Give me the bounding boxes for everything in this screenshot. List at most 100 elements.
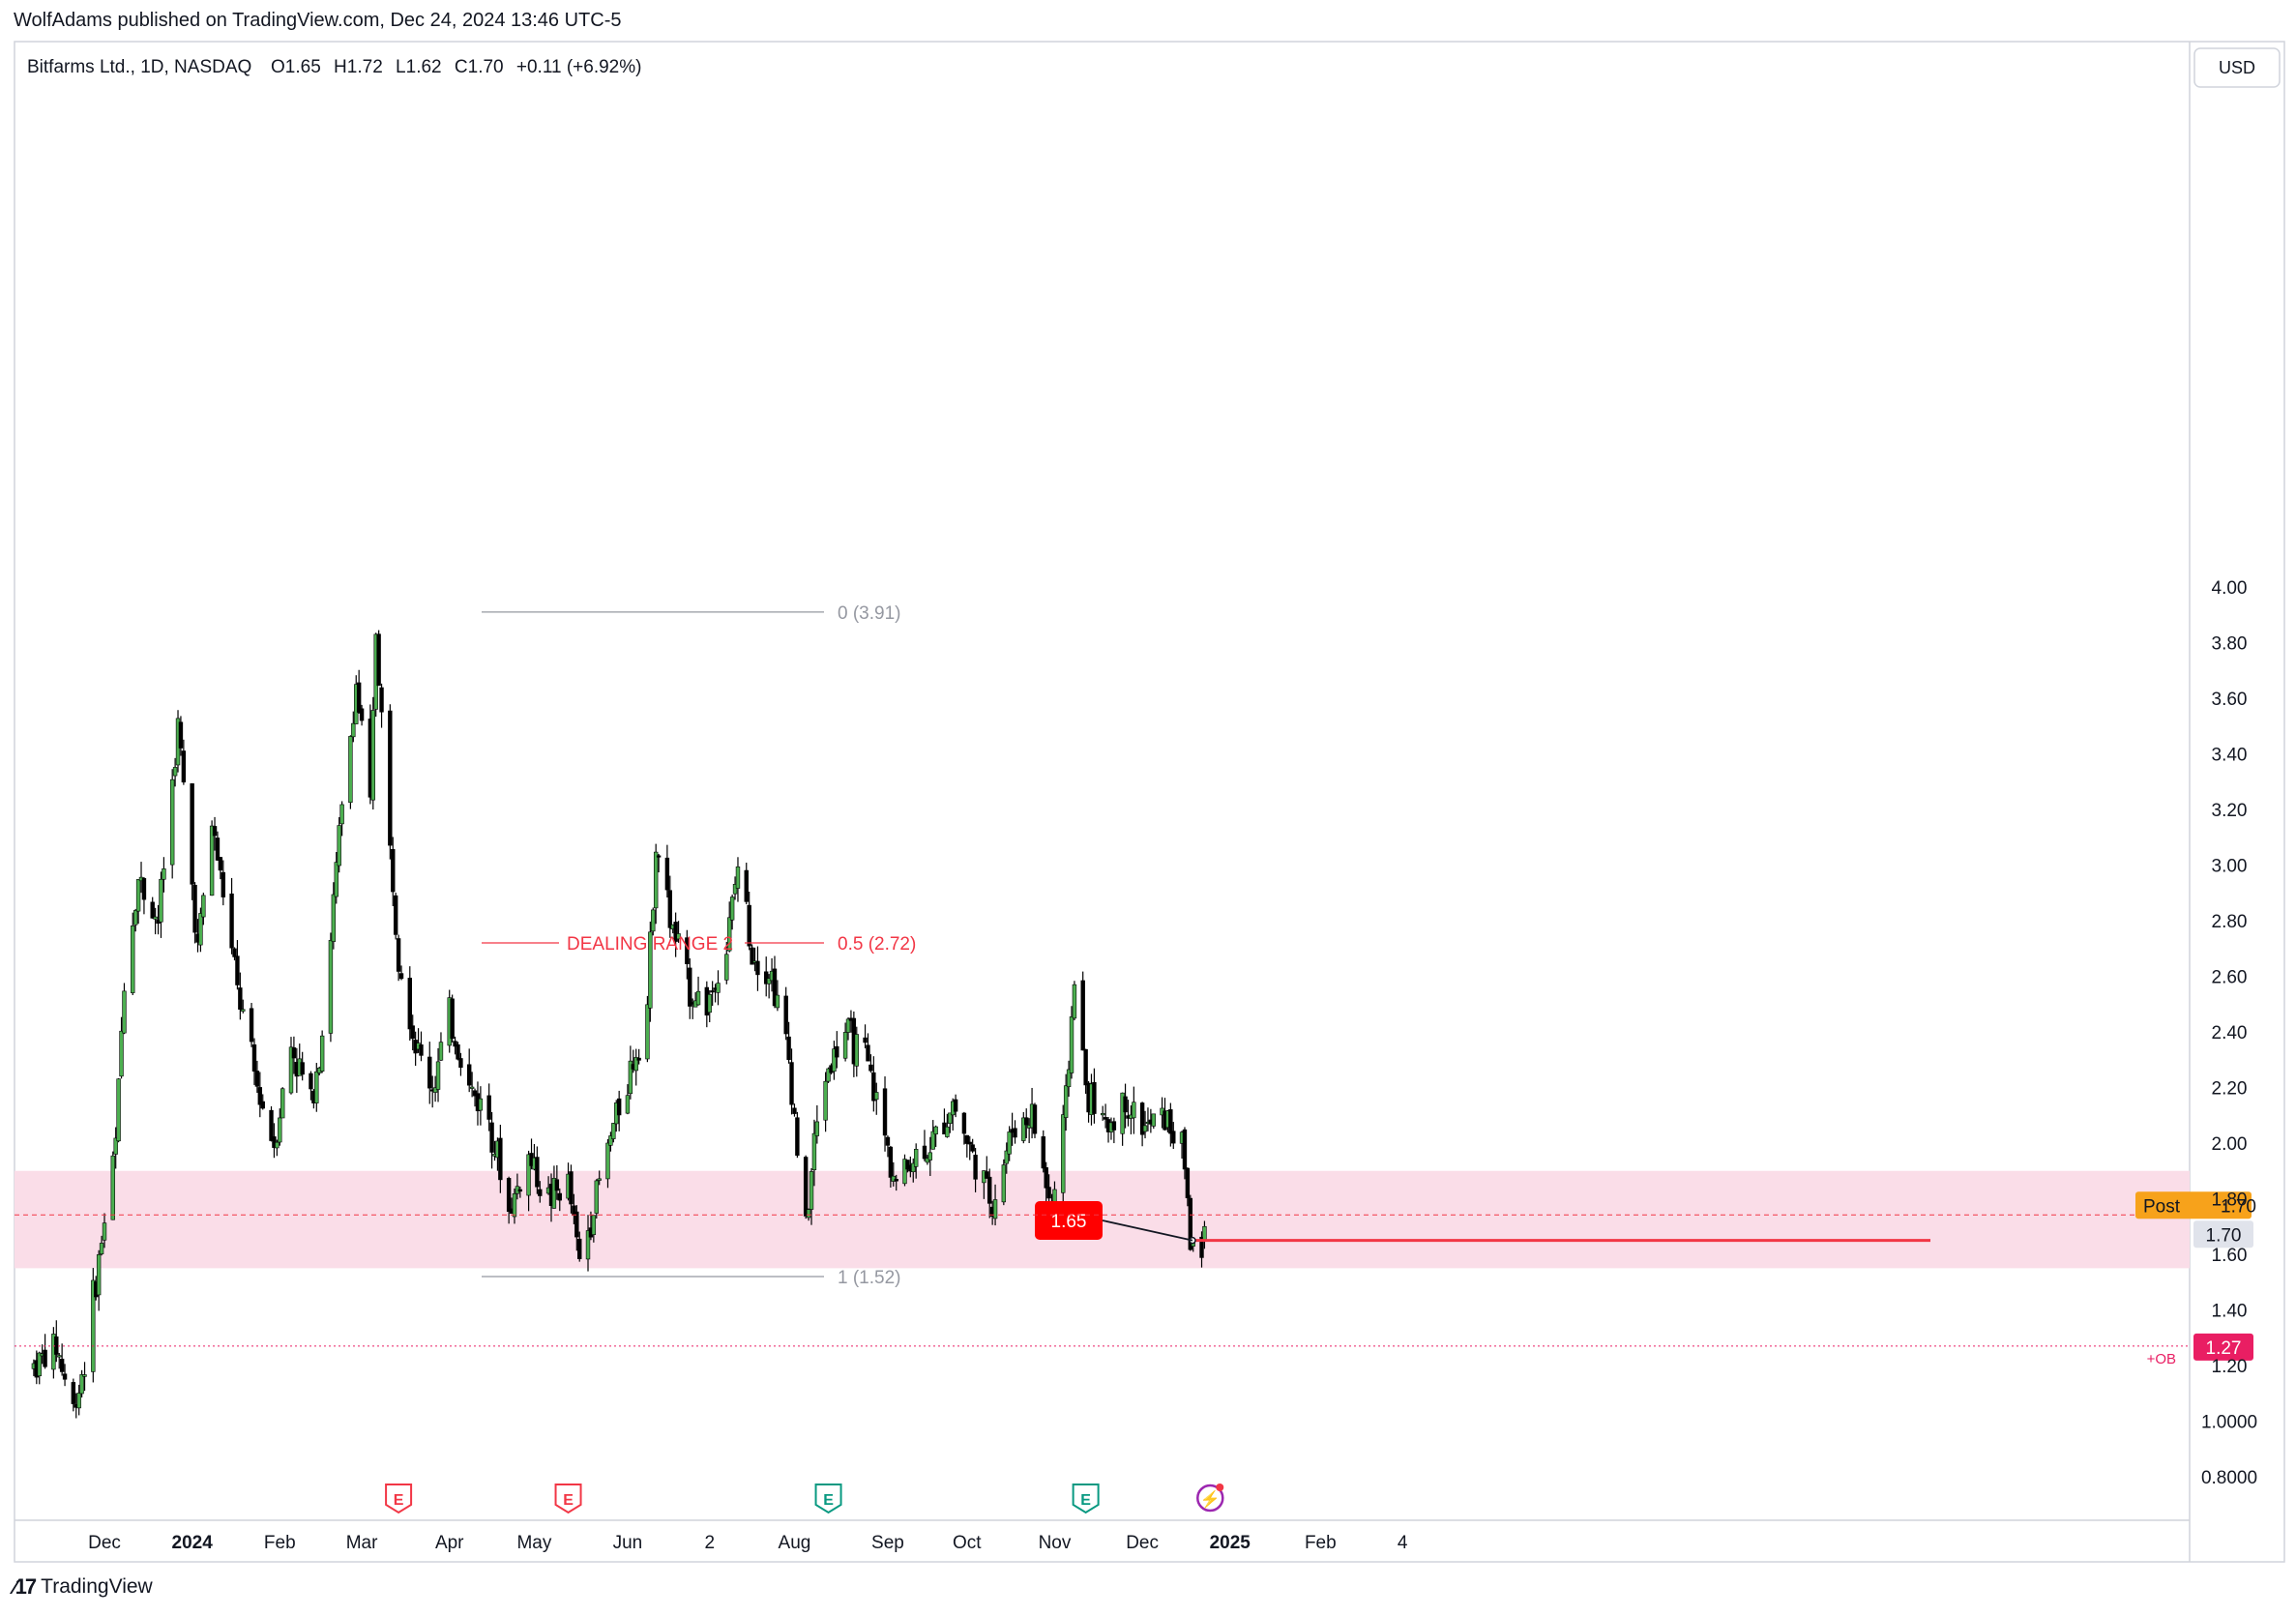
candle-body: [1100, 1113, 1105, 1116]
candle-body: [922, 1145, 927, 1160]
candle-body: [291, 1047, 297, 1059]
candle-body: [557, 1192, 562, 1201]
candle-body: [328, 940, 334, 1034]
candle-body: [218, 857, 223, 871]
post-market-label: Post: [2143, 1196, 2181, 1217]
candle-body: [664, 857, 670, 891]
price-tick-label: 1.40: [2212, 1302, 2248, 1322]
candle-body: [591, 1215, 597, 1235]
candle-body: [845, 1018, 851, 1033]
candle-body: [577, 1238, 582, 1259]
candle-body: [1168, 1109, 1173, 1134]
candle-body: [905, 1160, 910, 1170]
candle-body: [835, 1045, 839, 1058]
candle-body: [636, 1057, 641, 1061]
candle-body: [1132, 1102, 1136, 1119]
candle-body: [314, 1071, 319, 1103]
candle-body: [275, 1141, 280, 1149]
candle-body: [201, 895, 206, 918]
candle-body: [832, 1048, 837, 1072]
fib-label-0: 0 (3.91): [838, 603, 900, 624]
candle-body: [388, 710, 393, 846]
candle-body: [1063, 1085, 1069, 1118]
candle-body: [789, 1062, 794, 1105]
candle-body: [469, 1086, 475, 1089]
candle-body: [724, 954, 729, 981]
candle-body: [517, 1189, 523, 1192]
candle-body: [625, 1095, 631, 1114]
candle-body: [967, 1141, 972, 1145]
candle-body: [806, 1209, 811, 1219]
low-label: L: [396, 57, 406, 77]
candle-body: [1004, 1150, 1009, 1164]
candle-body: [597, 1178, 602, 1181]
candle-body: [1046, 1187, 1051, 1199]
candle-body: [190, 783, 194, 885]
candle-body: [945, 1126, 950, 1137]
earnings-event-label: E: [563, 1492, 574, 1509]
dealing-range-label: DEALING RANGE 2: [567, 934, 733, 955]
candle-body: [551, 1178, 557, 1209]
candle-body: [300, 1062, 305, 1075]
time-tick-label: Jun: [613, 1533, 643, 1553]
candle-body: [1103, 1117, 1108, 1120]
candle-body: [648, 931, 653, 1009]
candle-body: [37, 1352, 42, 1377]
candle-body: [707, 994, 712, 1014]
candle-body: [608, 1135, 613, 1146]
candle-body: [1202, 1225, 1207, 1241]
candle-body: [927, 1152, 933, 1161]
candle-body: [393, 895, 398, 935]
candle-body: [1111, 1121, 1117, 1131]
candle-body: [823, 1080, 828, 1121]
candle-body: [453, 1041, 457, 1047]
candle-body: [331, 894, 337, 942]
candle-body: [209, 825, 215, 896]
footer-brand[interactable]: ⁄17 TradingView: [14, 1574, 153, 1600]
candle-body: [1001, 1164, 1007, 1203]
earnings-event-icon[interactable]: [385, 1484, 413, 1514]
candle-body: [229, 893, 234, 949]
candle-body: [1092, 1081, 1097, 1114]
fib-label-mid: 0.5 (2.72): [838, 934, 916, 955]
candle-body: [888, 1146, 894, 1178]
candle-body: [181, 750, 187, 783]
candle-body: [992, 1199, 998, 1219]
candle-body: [1072, 984, 1077, 1019]
currency-button[interactable]: [2193, 47, 2281, 88]
candle-body: [221, 871, 226, 897]
price-tick-label: 4.00: [2212, 578, 2248, 599]
candle-body: [811, 1132, 817, 1170]
candle-body: [192, 884, 197, 933]
candle-body: [110, 1155, 115, 1220]
candle-body: [435, 1061, 441, 1090]
candle-body: [348, 736, 353, 804]
candle-body: [1007, 1131, 1012, 1155]
close-value: 1.70: [468, 57, 504, 77]
price-tick-label: 1.20: [2212, 1357, 2248, 1377]
candle-body: [594, 1180, 599, 1214]
earnings-event-icon[interactable]: [814, 1484, 842, 1514]
price-callout[interactable]: [1035, 1201, 1103, 1240]
candle-body: [119, 1030, 124, 1077]
earnings-event-icon[interactable]: [554, 1484, 582, 1514]
price-tick-label: 3.60: [2212, 690, 2248, 710]
candle-body: [809, 1171, 814, 1210]
price-tick-label: 3.80: [2212, 634, 2248, 655]
candle-body: [1188, 1197, 1193, 1250]
price-tick-label: 2.80: [2212, 912, 2248, 932]
earnings-event-icon[interactable]: [1072, 1484, 1100, 1514]
candle-body: [169, 779, 175, 866]
candle-body: [964, 1134, 970, 1144]
candle-body: [611, 1123, 616, 1139]
candle-body: [874, 1092, 879, 1101]
candle-body: [538, 1189, 543, 1196]
flash-event-icon[interactable]: [1196, 1484, 1224, 1513]
publisher-line: WolfAdams published on TradingView.com, …: [14, 10, 622, 31]
candle-body: [278, 1117, 282, 1143]
time-tick-label: 4: [1398, 1533, 1408, 1553]
candle-body: [775, 994, 780, 1009]
candle-body: [930, 1131, 935, 1150]
high-label: H: [334, 57, 347, 77]
